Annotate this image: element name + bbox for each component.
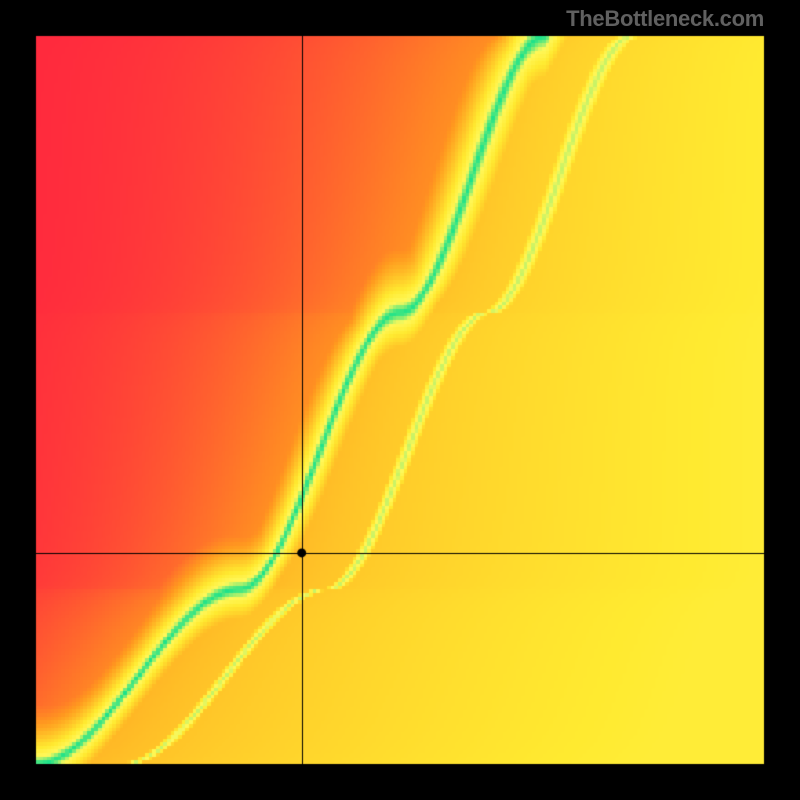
chart-container: TheBottleneck.com [0,0,800,800]
watermark-text: TheBottleneck.com [566,6,764,32]
bottleneck-heatmap [0,0,800,800]
